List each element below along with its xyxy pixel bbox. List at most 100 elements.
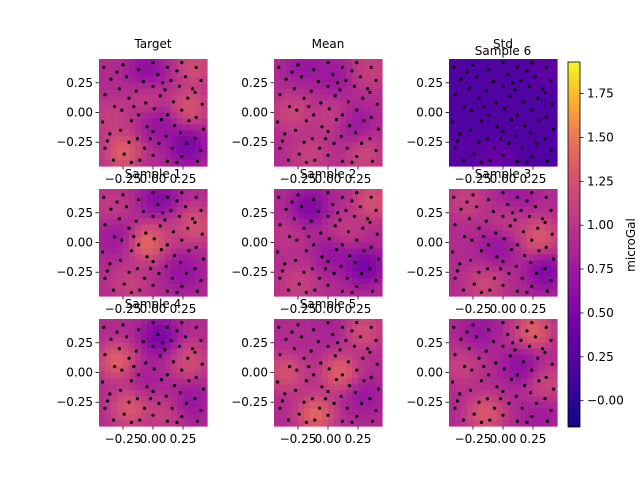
heatmap-cell	[189, 194, 196, 202]
heatmap-cell	[503, 284, 510, 291]
heatmap-cell	[346, 248, 353, 255]
heatmap-cell	[153, 242, 160, 250]
heatmap-cell	[123, 112, 130, 120]
heatmap-cell	[521, 70, 528, 78]
heatmap-cell	[491, 82, 498, 90]
heatmap-cell	[201, 76, 208, 84]
heatmap-cell	[509, 390, 516, 397]
heatmap-cell	[527, 112, 534, 120]
heatmap-cell	[147, 414, 154, 421]
heatmap-cell	[310, 206, 317, 214]
heatmap-cell	[129, 390, 136, 397]
heatmap-cell	[467, 124, 474, 131]
heatmap-cell	[515, 378, 522, 385]
heatmap-cell	[485, 284, 492, 291]
heatmap-cell	[376, 366, 383, 374]
observation-point	[340, 419, 344, 423]
heatmap-cell	[340, 88, 347, 96]
observation-point	[290, 70, 294, 74]
heatmap-cell	[201, 284, 208, 291]
heatmap-cell	[141, 319, 148, 326]
heatmap-cell	[304, 384, 311, 391]
observation-point	[195, 159, 199, 163]
heatmap-cell	[545, 348, 552, 356]
heatmap-cell	[171, 200, 178, 208]
heatmap-cell	[479, 242, 486, 250]
observation-point	[194, 195, 198, 199]
observation-point	[369, 325, 373, 329]
heatmap-cell	[449, 94, 456, 102]
heatmap-cell	[135, 88, 142, 96]
heatmap-cell	[304, 136, 311, 143]
observation-point	[459, 337, 463, 341]
heatmap-cell	[123, 420, 130, 427]
heatmap-cell	[340, 224, 347, 232]
observation-point	[515, 289, 520, 293]
heatmap-cell	[467, 118, 474, 125]
heatmap-cell	[497, 254, 504, 261]
observation-point	[340, 113, 344, 117]
observation-point	[138, 418, 142, 422]
heatmap-cell	[479, 354, 486, 362]
observation-point	[482, 235, 486, 239]
observation-point	[157, 271, 161, 275]
heatmap-cell	[147, 206, 154, 214]
heatmap-cell	[201, 94, 208, 102]
heatmap-cell	[346, 260, 353, 267]
heatmap-cell	[286, 342, 293, 350]
heatmap-cell	[334, 414, 341, 421]
heatmap-cell	[449, 342, 456, 350]
subplot-title: Sample 4	[125, 297, 181, 311]
observation-point	[366, 87, 370, 91]
heatmap-cell	[328, 82, 335, 90]
heatmap-cell	[539, 59, 546, 66]
heatmap-cell	[165, 148, 172, 155]
observation-point	[127, 400, 131, 404]
heatmap-cell	[177, 88, 184, 96]
heatmap-cell	[358, 260, 365, 267]
heatmap-cell	[195, 118, 202, 125]
heatmap-cell	[328, 319, 335, 326]
heatmap-cell	[171, 70, 178, 78]
heatmap-cell	[129, 354, 136, 362]
heatmap-cell	[473, 330, 480, 338]
observation-point	[355, 108, 359, 112]
heatmap-cell	[364, 319, 371, 326]
heatmap-cell	[467, 76, 474, 84]
heatmap-cell	[286, 402, 293, 409]
heatmap-cell	[274, 336, 281, 344]
observation-point	[361, 96, 365, 100]
heatmap-cell	[334, 106, 341, 114]
heatmap-cell	[473, 354, 480, 362]
observation-point	[304, 160, 308, 164]
heatmap-cell	[189, 64, 196, 72]
observation-point	[278, 93, 282, 97]
heatmap-cell	[346, 154, 353, 161]
heatmap-cell	[334, 154, 341, 161]
heatmap-cell	[328, 278, 335, 285]
heatmap-cell	[316, 324, 323, 332]
heatmap-cell	[370, 100, 377, 108]
heatmap-cell	[328, 154, 335, 161]
heatmap-cell	[539, 330, 546, 338]
heatmap-cell	[485, 254, 492, 261]
heatmap-cell	[298, 148, 305, 155]
heatmap-cell	[352, 148, 359, 155]
observation-point	[533, 205, 538, 209]
heatmap-cell	[310, 336, 317, 344]
observation-point	[549, 78, 553, 82]
heatmap-cell	[171, 266, 178, 273]
heatmap-cell	[201, 154, 208, 161]
observation-point	[519, 78, 523, 82]
observation-point	[550, 362, 554, 366]
heatmap-cell	[280, 218, 287, 226]
heatmap-cell	[449, 396, 456, 403]
subplot-title: Std	[493, 37, 513, 51]
observation-point	[199, 148, 203, 153]
heatmap-cell	[521, 354, 528, 362]
heatmap-cell	[280, 64, 287, 72]
heatmap-cell	[105, 106, 112, 114]
heatmap-cell	[497, 82, 504, 90]
heatmap-cell	[310, 290, 317, 297]
heatmap-cell	[316, 254, 323, 261]
